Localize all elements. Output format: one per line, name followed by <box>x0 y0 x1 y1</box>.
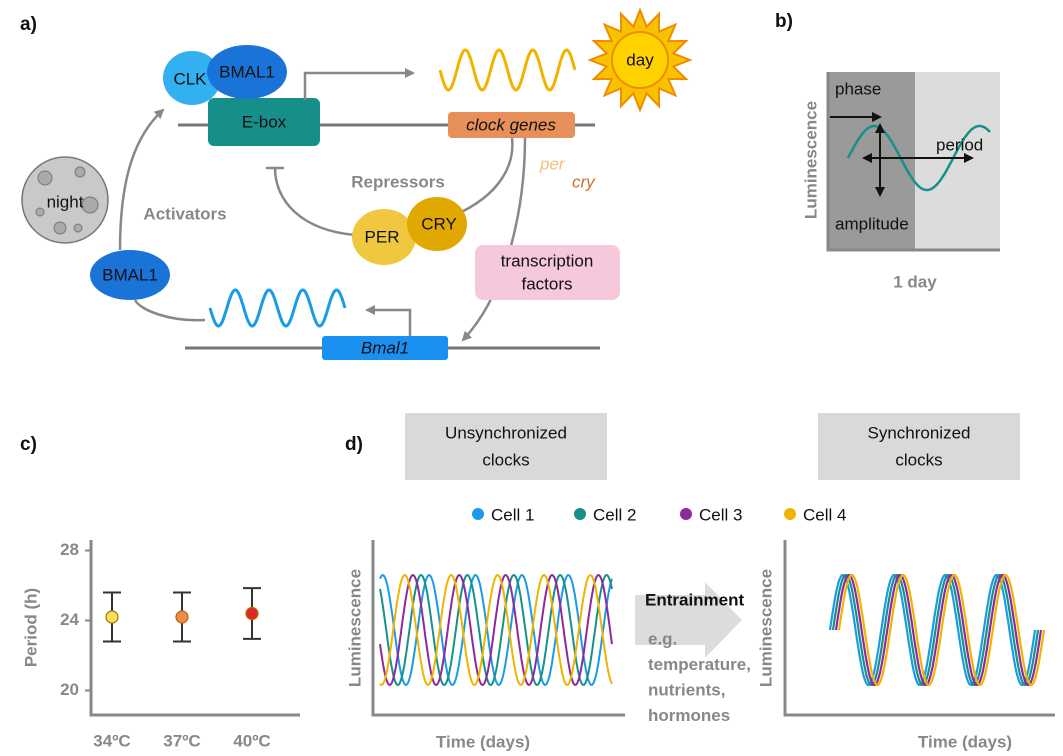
transcription-arrow <box>305 73 413 100</box>
y-label: Luminescence <box>801 101 820 219</box>
panel-label: a) <box>20 14 37 35</box>
legend-dot <box>574 508 586 520</box>
y-label: Luminescence <box>756 569 775 687</box>
example-text: nutrients, <box>648 680 725 699</box>
legend-dot <box>472 508 484 520</box>
ebox-label: E-box <box>242 112 287 131</box>
per-label: PER <box>365 227 400 246</box>
repressors-label: Repressors <box>351 172 445 191</box>
period-chart: 20 24 28 Period (h) 34ºC 37ºC 40ºC <box>21 540 300 751</box>
phase-label: phase <box>835 79 881 98</box>
example-text: e.g. <box>648 629 677 648</box>
legend-label: Cell 4 <box>803 505 846 524</box>
day-label: day <box>626 50 654 69</box>
tf-label: transcription <box>501 251 594 270</box>
bmal1-top-label: BMAL1 <box>219 62 275 81</box>
x-tick-label: 34ºC <box>93 731 130 750</box>
mean-point <box>176 611 188 623</box>
unsync-title: Unsynchronized <box>445 423 567 442</box>
panel-label: d) <box>345 434 363 455</box>
day-phase <box>915 72 1000 250</box>
x-label: 1 day <box>893 272 937 291</box>
legend-label: Cell 3 <box>699 505 742 524</box>
mean-point <box>106 611 118 623</box>
figure: a) day night E-box CLK BMAL1 clock genes… <box>0 0 1063 756</box>
legend: Cell 1 Cell 2 Cell 3 Cell 4 <box>472 505 846 524</box>
bmal1-gene-label: Bmal1 <box>361 338 409 357</box>
bmal1-wave <box>210 290 345 326</box>
translation-path <box>135 300 205 320</box>
activators-label: Activators <box>143 204 226 223</box>
panel-label: c) <box>20 434 37 455</box>
repressor-path <box>455 138 512 215</box>
tf-arrow <box>463 138 525 340</box>
y-tick-label: 20 <box>60 680 79 699</box>
cry-label: CRY <box>421 214 457 233</box>
y-label: Period (h) <box>21 588 40 667</box>
example-text: hormones <box>648 706 730 725</box>
night-label: night <box>47 192 84 211</box>
y-label: Luminescence <box>345 569 364 687</box>
panel-label: b) <box>775 11 793 32</box>
unsync-wave <box>380 575 612 685</box>
mean-point <box>246 608 258 620</box>
clock-genes-label: clock genes <box>466 115 556 134</box>
y-tick-label: 24 <box>60 610 79 629</box>
sync-title: clocks <box>895 450 942 469</box>
legend-label: Cell 2 <box>593 505 636 524</box>
example-text: temperature, <box>648 655 751 674</box>
legend-label: Cell 1 <box>491 505 534 524</box>
legend-dot <box>680 508 692 520</box>
x-label: Time (days) <box>436 732 530 751</box>
bmal1-left-label: BMAL1 <box>102 265 158 284</box>
clock-gene-wave <box>440 50 575 90</box>
x-label: Time (days) <box>918 732 1012 751</box>
y-tick-label: 28 <box>60 540 79 559</box>
amplitude-label: amplitude <box>835 214 909 233</box>
x-tick-label: 37ºC <box>163 731 200 750</box>
legend-dot <box>784 508 796 520</box>
period-label: period <box>936 135 983 154</box>
x-tick-label: 40ºC <box>233 731 270 750</box>
bmal1-arrow <box>367 310 410 336</box>
repression <box>266 168 355 235</box>
entrainment-label: Entrainment <box>645 590 745 609</box>
per-gene: per <box>539 154 566 173</box>
tf-label: factors <box>521 274 572 293</box>
clk-label: CLK <box>173 69 207 88</box>
activation-arrow <box>120 110 163 250</box>
cry-gene: cry <box>572 172 596 191</box>
sync-title: Synchronized <box>867 423 970 442</box>
axes <box>91 540 300 715</box>
unsync-title: clocks <box>482 450 529 469</box>
